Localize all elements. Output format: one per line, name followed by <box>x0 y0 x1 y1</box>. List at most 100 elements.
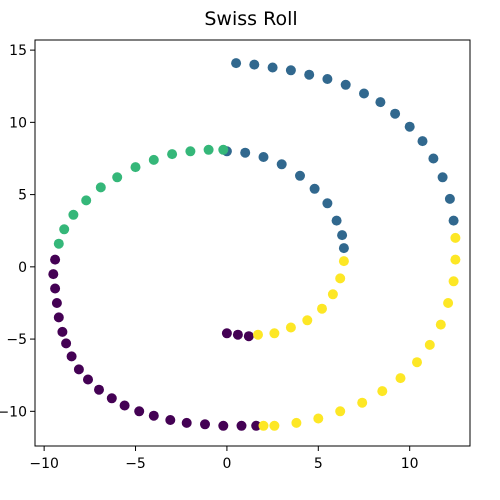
scatter-point <box>327 289 338 300</box>
scatter-point <box>200 419 210 430</box>
scatter-point <box>417 136 428 147</box>
y-tick-label: 15 <box>9 43 27 59</box>
scatter-point <box>231 58 242 69</box>
scatter-point <box>243 331 254 342</box>
scatter-point <box>50 283 61 294</box>
scatter-point <box>240 147 251 158</box>
scatter-point <box>412 357 422 368</box>
scatter-point <box>404 121 415 132</box>
scatter-point <box>249 59 260 70</box>
scatter-point <box>390 108 401 119</box>
scatter-point <box>167 149 178 160</box>
scatter-point <box>295 170 305 181</box>
scatter-point <box>267 62 278 73</box>
chart-title: Swiss Roll <box>204 8 297 30</box>
scatter-point <box>428 153 439 164</box>
scatter-point <box>335 273 346 284</box>
scatter-point <box>59 224 70 235</box>
y-tick-label: 5 <box>18 188 27 204</box>
scatter-point <box>285 322 296 333</box>
scatter-point <box>291 417 302 428</box>
scatter-point <box>269 420 280 431</box>
scatter-point <box>165 415 176 425</box>
x-tick-label: 10 <box>401 456 419 472</box>
scatter-point <box>258 420 269 431</box>
scatter-point <box>335 406 346 417</box>
scatter-point <box>68 209 79 220</box>
scatter-point <box>450 254 461 265</box>
plot-frame <box>34 39 471 447</box>
scatter-point <box>218 144 229 155</box>
scatter-point <box>313 413 324 424</box>
scatter-point <box>48 269 59 280</box>
scatter-point <box>181 417 192 428</box>
scatter-point <box>148 154 159 165</box>
scatter-point <box>119 400 130 411</box>
scatter-point <box>302 315 313 326</box>
scatter-point <box>340 79 351 90</box>
scatter-point <box>81 195 92 206</box>
scatter-point <box>50 254 61 265</box>
scatter-point <box>221 328 232 339</box>
scatter-point <box>258 152 269 162</box>
scatter-point <box>218 420 229 431</box>
y-tick-label: −5 <box>6 332 27 348</box>
scatter-point <box>236 420 247 431</box>
scatter-point <box>338 243 349 254</box>
scatter-point <box>435 319 446 330</box>
scatter-point <box>185 146 196 157</box>
scatter-point <box>443 298 454 308</box>
scatter-point <box>94 384 104 395</box>
scatter-point <box>357 397 368 408</box>
y-tick-label: 10 <box>9 115 27 131</box>
x-tick-label: −5 <box>125 456 146 472</box>
scatter-point <box>322 198 333 209</box>
scatter-point <box>203 144 214 155</box>
scatter-point <box>73 364 84 375</box>
scatter-point <box>448 276 459 287</box>
scatter-point <box>285 65 296 76</box>
scatter-point <box>83 374 93 385</box>
x-tick-label: 5 <box>314 456 323 472</box>
scatter-point <box>53 238 64 249</box>
x-tick-label: 0 <box>222 456 231 472</box>
scatter-point <box>251 420 262 431</box>
scatter-point <box>377 386 388 397</box>
y-tick-label: 0 <box>18 260 27 276</box>
scatter-point <box>148 410 159 421</box>
scatter-point <box>304 69 315 80</box>
scatter-point <box>61 338 72 349</box>
scatter-point <box>253 329 263 340</box>
scatter-point <box>338 256 349 267</box>
scatter-point <box>232 329 243 340</box>
scatter-point <box>317 303 327 314</box>
scatter-point <box>95 182 106 193</box>
scatter-point <box>57 326 68 337</box>
y-tick-label: −10 <box>0 404 27 420</box>
scatter-point <box>106 393 117 404</box>
scatter-point <box>66 351 77 362</box>
scatter-point <box>359 88 369 99</box>
scatter-points-layer <box>48 58 461 431</box>
scatter-point <box>444 193 455 204</box>
scatter-point <box>130 162 141 173</box>
scatter-point <box>51 298 62 308</box>
scatter-point <box>112 172 123 183</box>
y-axis: −10 −5 0 5 10 15 <box>0 43 35 420</box>
scatter-point <box>375 97 386 108</box>
scatter-point <box>134 406 145 417</box>
x-tick-label: −10 <box>29 456 59 472</box>
x-axis: −10 −5 0 5 10 <box>29 446 419 472</box>
scatter-point <box>276 159 287 170</box>
scatter-point <box>53 312 64 323</box>
scatter-point <box>322 74 333 84</box>
scatter-point <box>448 215 459 226</box>
scatter-point <box>309 183 320 194</box>
scatter-point <box>331 215 342 226</box>
scatter-point <box>269 328 280 339</box>
scatter-point <box>337 230 348 241</box>
scatter-point <box>437 172 448 183</box>
scatter-point <box>395 373 406 384</box>
scatter-point <box>424 339 435 350</box>
